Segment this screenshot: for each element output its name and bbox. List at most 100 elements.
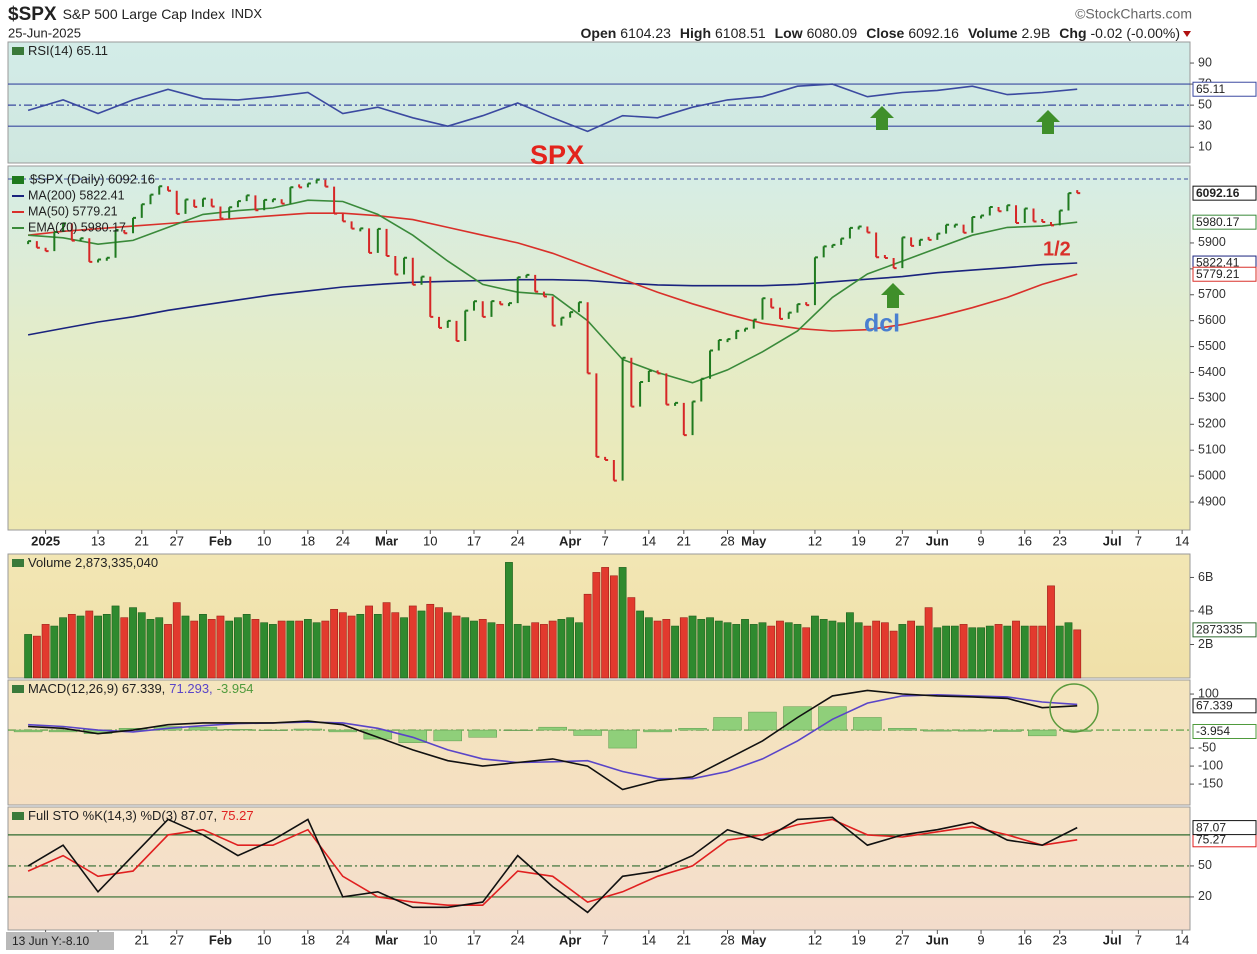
volume-bar xyxy=(994,624,1003,679)
volume-bar xyxy=(1029,625,1038,679)
volume-bar xyxy=(400,617,408,679)
histogram-bar xyxy=(363,729,393,740)
quote-label: Close xyxy=(866,25,904,41)
volume-bar xyxy=(653,620,662,679)
price-bar xyxy=(376,227,381,253)
panel-icon xyxy=(12,559,24,567)
volume-bar xyxy=(959,624,968,679)
volume-bar xyxy=(426,603,435,679)
price-bar xyxy=(324,179,329,188)
value-box-label: 2873335 xyxy=(1196,623,1243,637)
price-bar xyxy=(577,301,582,313)
volume-bar xyxy=(295,620,304,679)
volume-bar xyxy=(898,624,907,679)
price-bar xyxy=(271,198,276,203)
x-tick-label: Mar xyxy=(375,932,398,947)
histogram-bar xyxy=(13,729,43,733)
price-bar xyxy=(892,257,897,270)
value-box xyxy=(1192,698,1257,714)
volume-bar xyxy=(111,605,120,679)
price-bar xyxy=(604,456,609,461)
value-box-label: 5779.21 xyxy=(1196,267,1240,281)
volume-bar xyxy=(260,622,269,679)
quote-value: 6104.23 xyxy=(620,25,671,41)
sto-panel xyxy=(7,806,1191,931)
price-bar xyxy=(394,255,399,276)
x-tick-label: Mar xyxy=(375,533,398,548)
price-bar xyxy=(997,206,1002,213)
y-tick-label: 5400 xyxy=(1198,365,1226,379)
volume-bar xyxy=(662,619,671,679)
volume-bar xyxy=(338,612,347,679)
y-tick-label: 4B xyxy=(1198,603,1213,617)
x-tick-label: 10 xyxy=(257,533,271,548)
x-tick-label: 9 xyxy=(977,533,984,548)
volume-bar xyxy=(41,624,50,679)
price-bar xyxy=(219,206,224,220)
series-line xyxy=(28,212,1078,332)
price-bar xyxy=(280,199,285,205)
x-tick-label: 21 xyxy=(677,932,691,947)
volume-bar xyxy=(872,620,881,679)
title-part: Full STO %K(14,3) %D(3) 87.07, xyxy=(28,808,217,823)
volume-bar xyxy=(242,614,251,679)
volume-bar xyxy=(732,624,741,679)
price-bar xyxy=(455,320,460,342)
histogram-bar xyxy=(958,729,987,732)
footnote: 13 Jun Y:-8.10 xyxy=(6,932,114,950)
price-bar xyxy=(717,339,722,351)
price-bar xyxy=(193,199,198,208)
price-bar xyxy=(210,198,215,208)
histogram-bar xyxy=(748,711,777,731)
x-tick-label: 10 xyxy=(257,932,271,947)
arrow xyxy=(881,283,905,308)
x-tick-label: Apr xyxy=(559,932,581,947)
volume-bar xyxy=(487,622,496,679)
volume-bar xyxy=(793,624,802,679)
price-bar xyxy=(551,296,556,327)
price-bar xyxy=(1023,207,1028,224)
exchange: INDX xyxy=(231,6,262,21)
price-bar xyxy=(1067,192,1072,211)
price-bar xyxy=(516,276,521,304)
price-bar xyxy=(88,238,93,263)
price-bar xyxy=(79,237,84,242)
price-bar xyxy=(175,190,180,215)
x-tick-label: 10 xyxy=(423,932,437,947)
volume-bar xyxy=(1020,625,1029,679)
price-bar xyxy=(166,186,171,192)
price-bar xyxy=(883,254,888,259)
price-bar xyxy=(805,302,810,307)
volume-bar xyxy=(924,607,933,679)
volume-bar xyxy=(67,614,76,679)
volume-bar xyxy=(592,572,601,679)
x-tick-label: 19 xyxy=(851,932,865,947)
value-box-label: 87.07 xyxy=(1196,820,1226,834)
histogram-bar xyxy=(258,729,288,731)
volume-bar xyxy=(216,615,225,679)
price-bar xyxy=(770,298,775,309)
quote-label: Low xyxy=(775,25,803,41)
histogram-bar xyxy=(503,729,532,731)
price-bar xyxy=(123,230,128,235)
price-bar xyxy=(586,302,591,375)
x-tick-label: 18 xyxy=(301,932,315,947)
volume-bar xyxy=(776,620,784,679)
volume-bar xyxy=(574,622,583,679)
y-tick-label: 10 xyxy=(1198,140,1212,154)
price-bar xyxy=(403,256,408,275)
y-tick-label: 20 xyxy=(1198,889,1212,903)
price-bar xyxy=(840,237,845,245)
price-panel xyxy=(7,165,1191,531)
volume-bar xyxy=(767,625,776,679)
volume-bar xyxy=(94,615,102,679)
price-bar xyxy=(639,380,644,407)
volume-bar xyxy=(120,617,129,679)
histogram-bar xyxy=(223,729,253,731)
x-tick-label: May xyxy=(741,533,767,548)
value-box xyxy=(1192,820,1257,836)
volume-bar xyxy=(513,624,522,679)
x-tick-label: 27 xyxy=(169,533,183,548)
volume-bar xyxy=(408,605,417,679)
histogram-bar xyxy=(468,729,497,738)
